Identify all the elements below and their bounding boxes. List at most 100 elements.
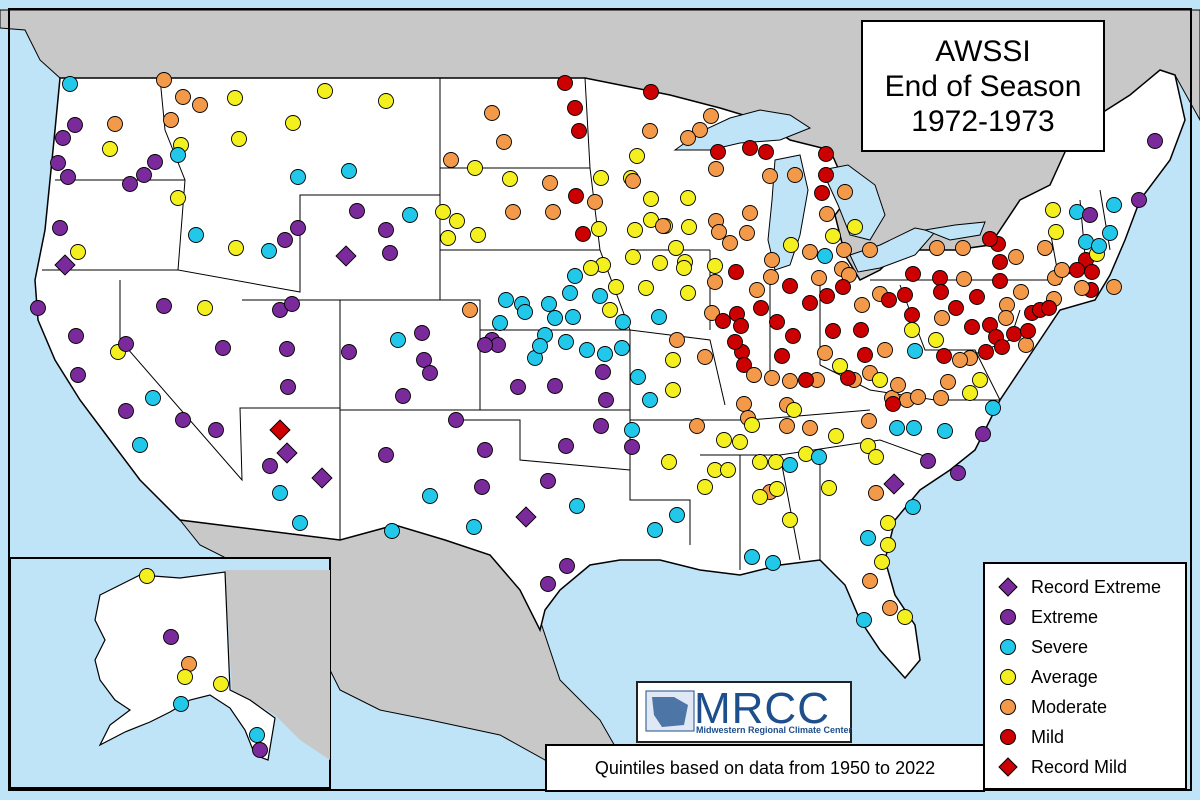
- station-marker-moderate: [929, 240, 945, 256]
- station-marker-extreme: [593, 418, 609, 434]
- station-marker-moderate: [484, 105, 500, 121]
- station-marker-average: [661, 454, 677, 470]
- station-marker-extreme: [477, 337, 493, 353]
- station-marker-moderate: [762, 168, 778, 184]
- station-marker-mild: [905, 266, 921, 282]
- station-marker-extreme: [378, 447, 394, 463]
- legend-item-record-mild: Record Mild: [985, 752, 1185, 782]
- station-marker-moderate: [542, 175, 558, 191]
- station-marker-record-extreme: [276, 442, 298, 464]
- station-marker-moderate: [462, 302, 478, 318]
- station-marker-average: [228, 240, 244, 256]
- station-marker-extreme: [118, 336, 134, 352]
- logo-subtitle: Midwestern Regional Climate Center: [696, 725, 853, 735]
- station-marker-extreme: [540, 576, 556, 592]
- station-marker-average: [847, 219, 863, 235]
- station-marker-moderate: [862, 242, 878, 258]
- station-marker-average: [70, 244, 86, 260]
- station-marker-moderate: [107, 116, 123, 132]
- station-marker-moderate: [910, 389, 926, 405]
- station-marker-moderate: [722, 235, 738, 251]
- station-marker-severe: [669, 507, 685, 523]
- legend-label: Record Extreme: [1031, 576, 1162, 597]
- legend-item-extreme: Extreme: [985, 602, 1185, 632]
- station-marker-average: [904, 322, 920, 338]
- station-marker-moderate: [819, 206, 835, 222]
- circle-icon: [1000, 699, 1016, 715]
- station-marker-severe: [384, 523, 400, 539]
- station-marker-severe: [422, 488, 438, 504]
- station-marker-moderate: [1013, 284, 1029, 300]
- station-marker-record-mild: [269, 419, 291, 441]
- station-marker-mild: [936, 348, 952, 364]
- station-marker-moderate: [680, 130, 696, 146]
- station-marker-record-extreme: [54, 254, 76, 276]
- station-marker-average: [643, 191, 659, 207]
- station-marker-severe: [937, 423, 953, 439]
- station-marker-average: [1045, 202, 1061, 218]
- station-marker-average: [285, 115, 301, 131]
- station-marker-average: [782, 512, 798, 528]
- station-marker-moderate: [836, 242, 852, 258]
- station-marker-mild: [897, 287, 913, 303]
- station-marker-moderate: [163, 112, 179, 128]
- station-marker-severe: [558, 334, 574, 350]
- station-marker-extreme: [118, 403, 134, 419]
- station-marker-mild: [1084, 264, 1100, 280]
- station-marker-extreme: [215, 340, 231, 356]
- station-marker-severe: [272, 485, 288, 501]
- station-marker-severe: [292, 515, 308, 531]
- station-marker-extreme: [422, 365, 438, 381]
- station-marker-moderate: [1018, 337, 1034, 353]
- station-marker-moderate: [642, 123, 658, 139]
- station-marker-extreme: [598, 392, 614, 408]
- station-marker-severe: [811, 449, 827, 465]
- station-marker-moderate: [811, 270, 827, 286]
- station-marker-severe: [592, 288, 608, 304]
- station-marker-extreme: [950, 465, 966, 481]
- station-marker-mild: [1020, 323, 1036, 339]
- station-marker-average: [680, 285, 696, 301]
- station-marker-moderate: [1037, 240, 1053, 256]
- station-marker-extreme: [1131, 192, 1147, 208]
- station-marker-average: [962, 385, 978, 401]
- station-marker-extreme: [156, 298, 172, 314]
- station-marker-mild: [785, 328, 801, 344]
- station-marker-moderate: [1106, 279, 1122, 295]
- station-marker-severe: [562, 285, 578, 301]
- legend-label: Extreme: [1031, 606, 1099, 627]
- station-marker-moderate: [587, 194, 603, 210]
- station-marker-severe: [498, 292, 514, 308]
- station-marker-average: [608, 279, 624, 295]
- station-marker-mild: [758, 144, 774, 160]
- station-marker-mild: [992, 254, 1008, 270]
- station-marker-mild: [1041, 300, 1057, 316]
- station-marker-moderate: [998, 310, 1014, 326]
- station-marker-extreme: [540, 473, 556, 489]
- legend: Record Extreme Extreme Severe Average Mo…: [983, 562, 1187, 790]
- station-marker-extreme: [163, 629, 179, 645]
- station-marker-extreme: [67, 117, 83, 133]
- station-marker-extreme: [474, 479, 490, 495]
- station-marker-average: [449, 213, 465, 229]
- circle-icon: [1000, 639, 1016, 655]
- station-marker-mild: [992, 273, 1008, 289]
- station-marker-extreme: [624, 439, 640, 455]
- station-marker-mild: [727, 334, 743, 350]
- station-marker-average: [665, 352, 681, 368]
- diamond-icon: [998, 757, 1018, 777]
- station-marker-mild: [964, 319, 980, 335]
- legend-item-record-extreme: Record Extreme: [985, 572, 1185, 602]
- station-marker-average: [197, 300, 213, 316]
- station-marker-severe: [249, 727, 265, 743]
- station-marker-average: [928, 332, 944, 348]
- station-marker-extreme: [341, 344, 357, 360]
- station-marker-average: [591, 221, 607, 237]
- station-marker-mild: [818, 146, 834, 162]
- station-marker-severe: [579, 342, 595, 358]
- circle-icon: [1000, 729, 1016, 745]
- station-marker-moderate: [692, 122, 708, 138]
- station-marker-severe: [624, 422, 640, 438]
- station-marker-average: [769, 481, 785, 497]
- mrcc-logo: MRCC Midwestern Regional Climate Center: [636, 681, 852, 743]
